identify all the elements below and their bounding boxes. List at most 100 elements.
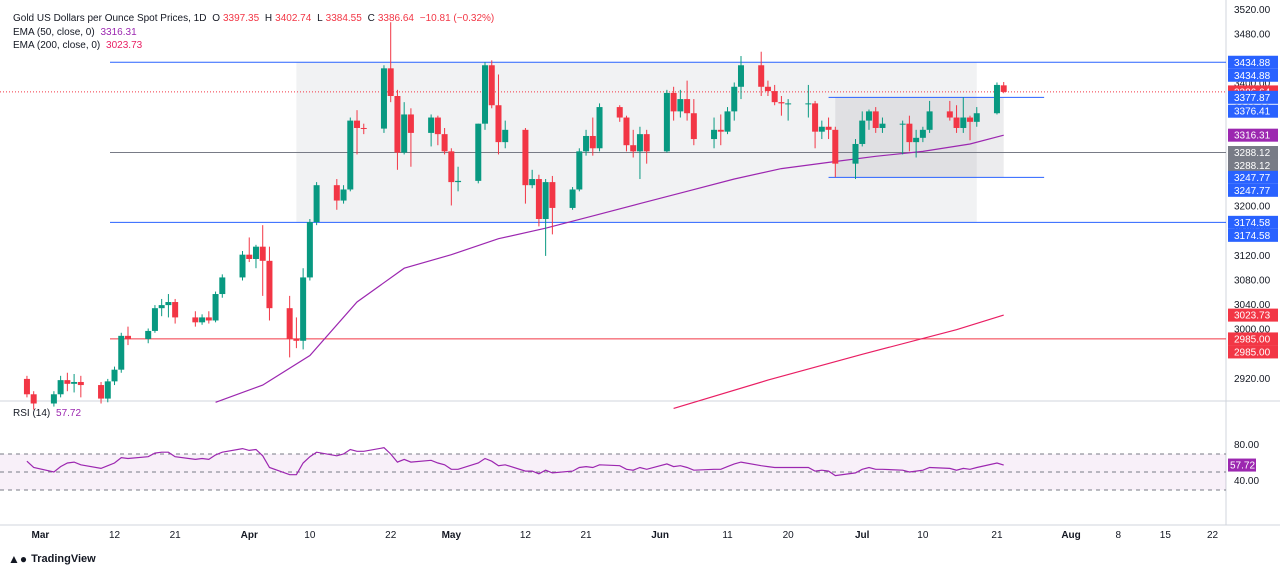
candle [495, 74, 502, 155]
candle-body [805, 103, 812, 105]
candle [64, 372, 71, 392]
price-tag-label: 3316.31 [1234, 131, 1271, 142]
candle-body [1000, 85, 1007, 92]
ema50-label: EMA (50, close, 0) [13, 27, 95, 38]
candle [455, 166, 462, 192]
candle [731, 82, 738, 121]
candle [354, 110, 361, 155]
candle [832, 126, 839, 178]
candle-body [340, 189, 347, 201]
candle [859, 111, 866, 147]
candle [286, 295, 293, 358]
low-value: 3384.55 [325, 13, 362, 24]
candle [151, 305, 158, 333]
rsi-tick-label: 40.00 [1234, 476, 1259, 487]
candle [111, 366, 118, 386]
price-tag-label: 3023.73 [1234, 311, 1271, 322]
rsi-label: RSI (14) [13, 408, 51, 419]
candle-body [394, 96, 401, 153]
candle [293, 317, 300, 349]
candle-body [118, 335, 125, 370]
time-tick-label: 10 [917, 530, 929, 541]
candle [623, 115, 630, 152]
candle-body [98, 385, 105, 399]
candle-body [771, 91, 778, 103]
candle-body [407, 114, 414, 133]
candle [57, 375, 64, 398]
candle-body [360, 127, 367, 129]
candle-body [333, 185, 340, 201]
symbol-title: Gold US Dollars per Ounce Spot Prices, 1… [13, 13, 207, 24]
candle-body [212, 294, 219, 321]
candle-body [57, 380, 64, 395]
price-tick-label: 3120.00 [1234, 251, 1271, 262]
candle-body [865, 111, 872, 121]
candle [872, 107, 879, 133]
candle [98, 381, 105, 404]
candle-body [313, 185, 320, 223]
candle-body [488, 65, 495, 106]
candle [30, 391, 37, 410]
price-tag-label: 3377.87 [1234, 93, 1271, 104]
price-tag: 3376.41 [1228, 104, 1278, 118]
candle [542, 179, 549, 256]
candle-body [380, 68, 387, 129]
candle [77, 375, 84, 398]
price-tag-bg [1228, 228, 1278, 242]
candle [199, 314, 206, 325]
candle [158, 298, 165, 317]
candle-body [778, 102, 785, 104]
candle-body [401, 114, 408, 153]
candle [684, 80, 691, 121]
candle [643, 129, 650, 164]
candle-body [643, 134, 650, 152]
candle-body [387, 68, 394, 97]
price-tick-label: 3520.00 [1234, 5, 1271, 16]
candle-body [502, 129, 509, 143]
candle-body [199, 317, 206, 323]
candle-body [542, 182, 549, 220]
time-tick-label: Apr [241, 530, 258, 541]
candle [764, 80, 771, 97]
ema200-legend: EMA (200, close, 0) 3023.73 [13, 40, 145, 51]
candle-body [623, 117, 630, 146]
candle [340, 185, 347, 204]
candle-body [737, 65, 744, 87]
candle [630, 129, 637, 158]
candle [771, 84, 778, 106]
candle [616, 105, 623, 122]
rsi-tag-label: 57.72 [1230, 461, 1255, 472]
candle [906, 115, 913, 152]
candle-body [906, 123, 913, 143]
rsi-tag-bg [1228, 458, 1256, 472]
candle [380, 65, 387, 133]
candle-body [731, 86, 738, 112]
candle [636, 126, 643, 180]
candle-body [596, 107, 603, 149]
tradingview-logo-icon: ▲● [8, 552, 28, 566]
candle [394, 89, 401, 170]
time-tick-label: 8 [1115, 530, 1121, 541]
candle [246, 237, 253, 263]
candle-body [300, 277, 307, 341]
candle [865, 109, 872, 130]
candle-body [589, 135, 596, 149]
candle [973, 107, 980, 127]
time-tick-label: 22 [385, 530, 397, 541]
candle [812, 100, 819, 149]
candle-body [576, 151, 583, 190]
tradingview-logo[interactable]: ▲● TradingView [8, 552, 96, 566]
rsi-legend-value: 57.72 [56, 408, 82, 419]
price-tag-label: 3174.58 [1234, 231, 1271, 242]
candle [946, 100, 953, 121]
candle [818, 120, 825, 140]
candle-body [172, 302, 179, 318]
candle-body [919, 129, 926, 138]
candle [205, 311, 212, 324]
candle-body [946, 111, 953, 118]
candle [428, 114, 435, 147]
candle [219, 274, 226, 298]
ema200-value: 3023.73 [106, 40, 143, 51]
candle [879, 117, 886, 133]
